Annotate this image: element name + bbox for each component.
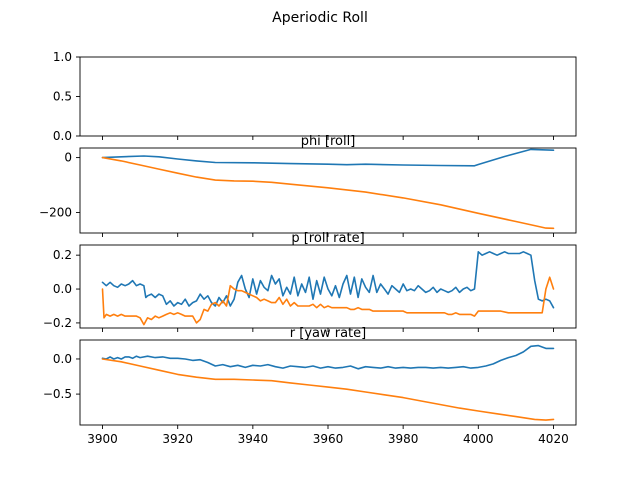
series-line-1	[101, 251, 555, 309]
series-line-1	[101, 344, 555, 370]
axes-frame	[79, 147, 577, 234]
subplot-4: 3900 3920 3940 3960 3980 4000 4020 0.0 −0.5 r [ya…	[43, 326, 577, 446]
y-tick-label: 1.0	[53, 50, 72, 64]
y-tick-label: −0.2	[43, 316, 72, 330]
x-tick-label: 3960	[313, 432, 344, 446]
series-line-2	[101, 156, 555, 230]
subplot-title: phi [roll]	[301, 134, 356, 149]
x-tick-label: 3920	[162, 432, 193, 446]
subplot-3: 0.2 0.0 −0.2 p [roll rate]	[43, 231, 577, 332]
figure-suptitle: Aperiodic Roll	[272, 10, 368, 26]
axes-frame	[79, 339, 577, 426]
subplot-title: r [yaw rate]	[290, 326, 366, 341]
subplot-title: p [roll rate]	[291, 231, 364, 246]
axes-frame	[79, 56, 577, 137]
series-line-2	[101, 276, 555, 326]
x-tick-label: 3900	[87, 432, 118, 446]
y-tick-label: 0	[64, 151, 72, 165]
x-tick-label: 4000	[463, 432, 494, 446]
subplot-1: 0.0 0.5 1.0	[53, 50, 577, 143]
y-tick-label: 0.0	[53, 282, 72, 296]
y-tick-label: 0.5	[53, 90, 72, 104]
y-tick-label: 0.0	[53, 129, 72, 143]
axes-frame	[79, 244, 577, 329]
y-tick-label: −200	[39, 205, 72, 219]
series-line-2	[101, 358, 555, 421]
y-tick-label: −0.5	[43, 387, 72, 401]
series-line-1	[101, 148, 555, 167]
y-tick-label: 0.0	[53, 352, 72, 366]
x-tick-label: 3980	[388, 432, 419, 446]
x-tick-label: 4020	[538, 432, 569, 446]
subplot-2: 0 −200 phi [roll]	[39, 134, 577, 237]
y-tick-label: 0.2	[53, 248, 72, 262]
subplots: 0.0 0.5 1.0 0 −200 phi [roll] 0.2 0.0 −0.2 p [rol…	[39, 50, 577, 446]
x-tick-label: 3940	[238, 432, 269, 446]
